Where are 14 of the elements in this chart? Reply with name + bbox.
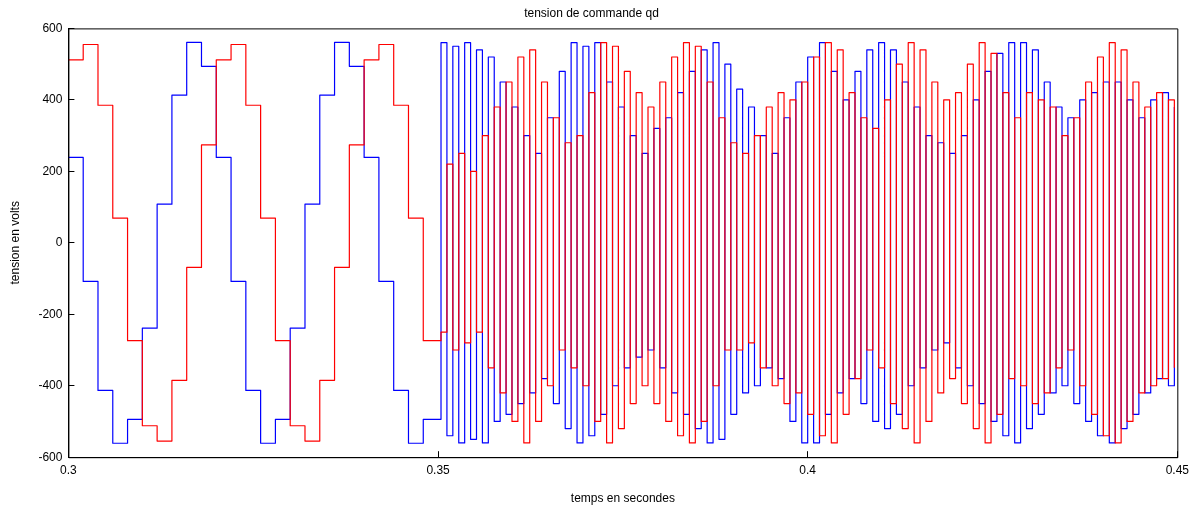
x-axis-title: temps en secondes <box>570 491 675 506</box>
y-tick-label: 400 <box>42 92 63 107</box>
y-tick-label: 200 <box>42 163 63 178</box>
chart-title: tension de commande qd <box>524 5 659 20</box>
x-tick-label: 0.4 <box>799 462 817 477</box>
x-tick-label: 0.3 <box>60 462 78 477</box>
y-tick-label: -400 <box>38 378 63 393</box>
y-tick-label: 600 <box>42 20 63 35</box>
x-tick-label: 0.45 <box>1165 462 1190 477</box>
y-tick-label: -600 <box>38 449 63 464</box>
y-axis-title: tension en volts <box>7 201 22 285</box>
y-tick-label: -200 <box>38 306 63 321</box>
y-tick-label: 0 <box>55 235 63 250</box>
x-tick-label: 0.35 <box>426 462 451 477</box>
